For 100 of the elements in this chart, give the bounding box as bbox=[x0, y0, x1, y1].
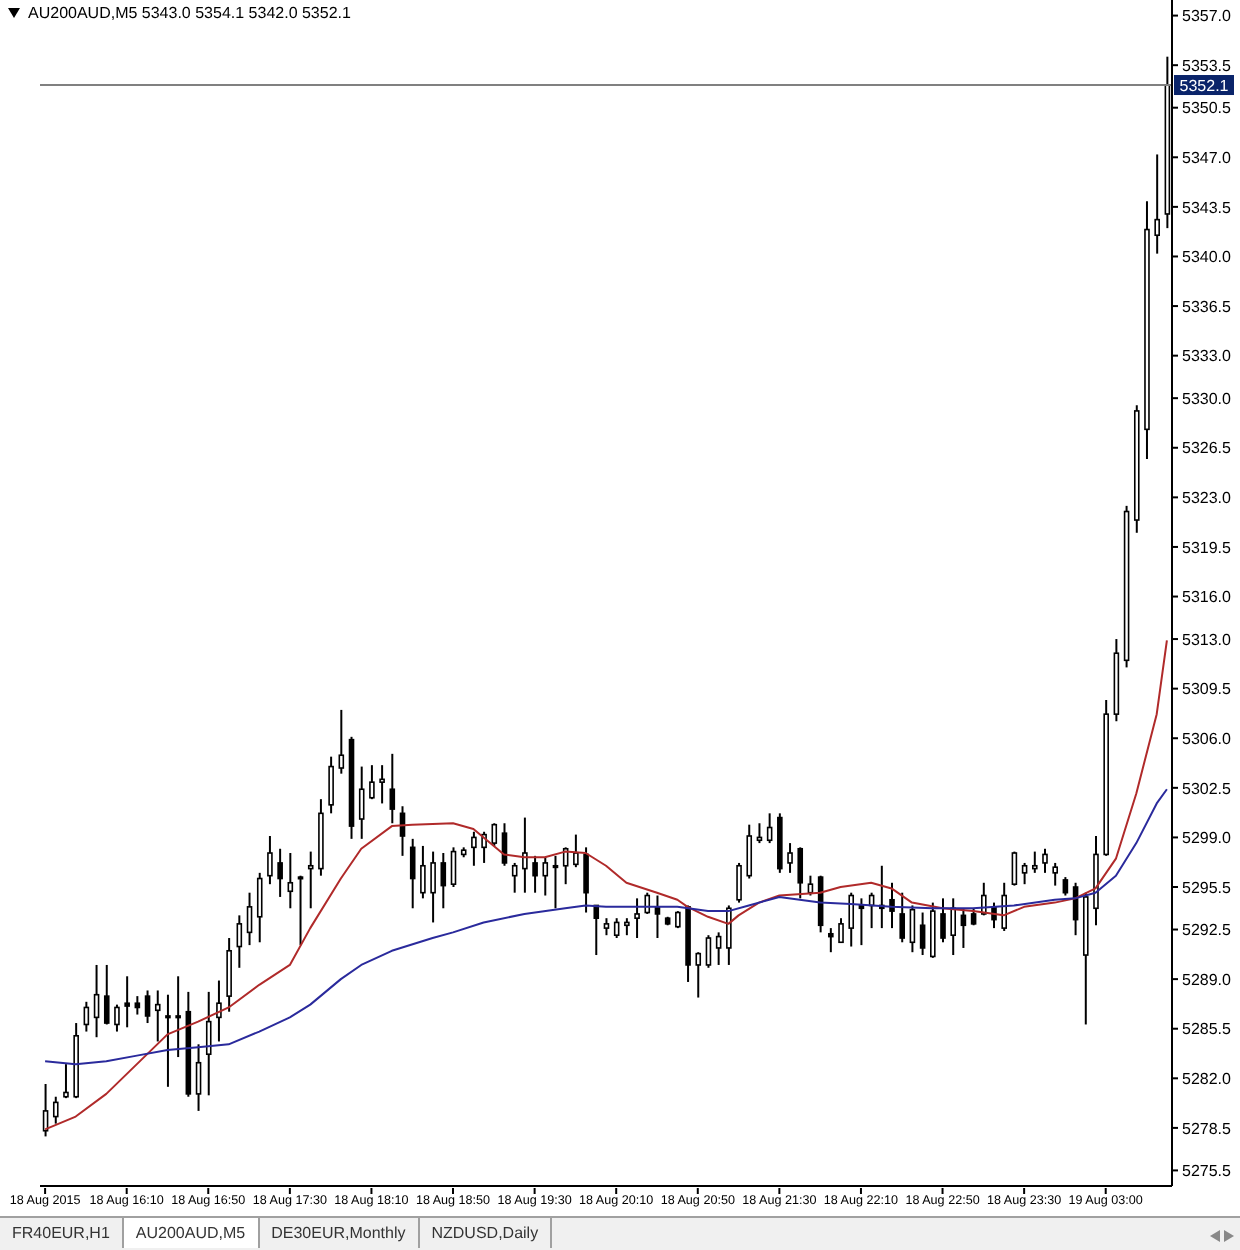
candlestick bbox=[695, 951, 702, 999]
candlestick bbox=[440, 852, 447, 910]
candlestick bbox=[522, 816, 528, 894]
candlestick bbox=[430, 850, 436, 924]
y-tick-label: 5357.0 bbox=[1182, 7, 1233, 26]
candlestick bbox=[573, 833, 579, 869]
candlestick bbox=[491, 822, 498, 847]
y-tick-label: 5326.5 bbox=[1182, 439, 1233, 458]
candlestick bbox=[1154, 153, 1160, 255]
candlestick bbox=[379, 764, 385, 805]
y-tick-label: 5302.5 bbox=[1182, 779, 1233, 798]
candlestick bbox=[114, 1003, 120, 1033]
y-tick-label: 5309.5 bbox=[1182, 680, 1233, 699]
candlestick bbox=[205, 990, 212, 1097]
ref-line-label: 5352.1 bbox=[1179, 77, 1230, 96]
candlestick bbox=[389, 752, 396, 825]
candlestick bbox=[1052, 861, 1058, 887]
candlestick bbox=[297, 874, 304, 947]
y-tick-label: 5319.5 bbox=[1182, 538, 1233, 557]
candlestick bbox=[736, 861, 742, 904]
candlestick bbox=[746, 823, 753, 880]
candlestick bbox=[328, 755, 334, 815]
candlestick bbox=[154, 989, 161, 1043]
candlestick bbox=[909, 904, 916, 954]
candlestick bbox=[1062, 876, 1069, 897]
candlestick bbox=[93, 963, 100, 1039]
candlestick bbox=[532, 854, 538, 894]
y-tick-label: 5343.5 bbox=[1182, 198, 1233, 217]
candlestick bbox=[583, 846, 589, 914]
candlestick bbox=[644, 891, 651, 915]
candlestick bbox=[593, 904, 600, 957]
candlestick bbox=[450, 846, 457, 889]
candlestick bbox=[420, 844, 426, 900]
candlestick bbox=[277, 847, 283, 898]
y-tick-label: 5278.5 bbox=[1182, 1119, 1233, 1138]
candlestick bbox=[1001, 881, 1007, 932]
candlestick bbox=[358, 765, 365, 840]
y-tick-label: 5350.5 bbox=[1182, 99, 1233, 118]
candlestick bbox=[471, 830, 477, 867]
y-tick-label: 5306.0 bbox=[1182, 729, 1233, 748]
candlestick bbox=[634, 897, 640, 940]
chart-title: AU200AUD,M5 5343.0 5354.1 5342.0 5352.1 bbox=[28, 4, 351, 22]
text: DE30EUR,Monthly bbox=[259, 1218, 420, 1248]
candlestick bbox=[267, 835, 273, 886]
candlestick bbox=[930, 901, 936, 959]
candlestick bbox=[1031, 850, 1038, 874]
y-tick-label: 5299.0 bbox=[1182, 829, 1233, 848]
y-tick-label: 5333.0 bbox=[1182, 347, 1233, 366]
candlestick bbox=[307, 850, 314, 910]
y-tick-label: 5340.0 bbox=[1182, 248, 1233, 267]
candlestick bbox=[848, 891, 855, 948]
candlestick bbox=[369, 764, 375, 801]
candlestick bbox=[63, 1063, 69, 1100]
candlestick bbox=[787, 842, 793, 874]
y-tick-label: 5316.0 bbox=[1182, 588, 1233, 607]
candlestick bbox=[613, 917, 620, 940]
candlestick bbox=[715, 931, 722, 966]
candlestick bbox=[236, 914, 243, 969]
candlestick bbox=[1021, 861, 1028, 886]
text: FR40EUR,H1 bbox=[0, 1218, 124, 1248]
y-tick-label: 5289.0 bbox=[1182, 970, 1233, 989]
y-tick-label: 5336.5 bbox=[1182, 297, 1233, 316]
candlestick bbox=[103, 963, 110, 1026]
candlestick bbox=[766, 812, 773, 845]
candlestick bbox=[338, 708, 345, 775]
text: NZDUSD,Daily bbox=[419, 1218, 553, 1248]
candlestick bbox=[705, 934, 712, 969]
candlestick bbox=[175, 975, 181, 1059]
candlestick bbox=[950, 897, 957, 957]
y-tick-label: 5323.0 bbox=[1182, 489, 1233, 508]
candlestick bbox=[144, 989, 151, 1025]
candlestick bbox=[256, 871, 263, 944]
y-tick-label: 5347.0 bbox=[1182, 148, 1233, 167]
candlestick bbox=[899, 891, 906, 944]
text: AU200AUD,M5 bbox=[123, 1218, 260, 1248]
candlestick bbox=[165, 993, 171, 1088]
candlestick bbox=[552, 854, 559, 910]
candlestick bbox=[542, 856, 549, 897]
candlestick bbox=[797, 846, 804, 900]
y-tick-label: 5330.0 bbox=[1182, 389, 1233, 408]
candlestick bbox=[409, 837, 416, 910]
candlestick bbox=[124, 975, 130, 1029]
candlestick bbox=[246, 891, 253, 947]
candlestick bbox=[226, 937, 232, 1013]
candlestick bbox=[919, 911, 926, 957]
line-series bbox=[44, 639, 1168, 1131]
candlestick bbox=[726, 904, 732, 966]
line-series bbox=[44, 788, 1168, 1066]
y-tick-label: 5295.5 bbox=[1182, 878, 1233, 897]
candlestick bbox=[838, 917, 844, 944]
candlestick bbox=[828, 927, 834, 954]
candlestick bbox=[134, 995, 141, 1016]
y-tick-label: 5282.0 bbox=[1182, 1069, 1233, 1088]
candlestick bbox=[1042, 847, 1048, 874]
y-tick-label: 5313.0 bbox=[1182, 630, 1233, 649]
candlestick bbox=[216, 979, 222, 1043]
y-tick-label: 5353.5 bbox=[1182, 56, 1233, 75]
y-tick-label: 5285.5 bbox=[1182, 1020, 1233, 1039]
candlestick bbox=[756, 822, 763, 845]
candlestick bbox=[889, 881, 895, 930]
